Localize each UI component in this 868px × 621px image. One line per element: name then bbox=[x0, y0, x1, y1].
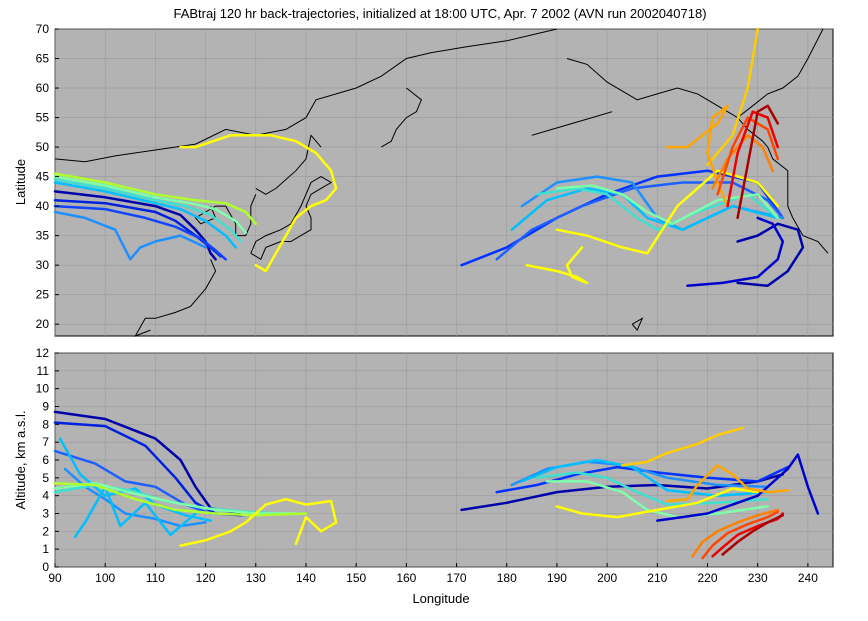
map-trajectory-line bbox=[53, 190, 217, 261]
altitude-trajectory-line bbox=[666, 464, 790, 503]
coastline-outline bbox=[54, 28, 558, 163]
altitude-y-tick-label: 9 bbox=[42, 400, 49, 414]
map-y-tick-label: 45 bbox=[36, 170, 50, 184]
map-y-tick-label: 65 bbox=[36, 52, 50, 66]
altitude-y-tick-label: 10 bbox=[36, 382, 50, 396]
map-panel: 20 25 30 35 40 45 50 55 60 65 70 Latitude bbox=[13, 22, 834, 337]
altitude-y-axis-label: Altitude, km a.s.l. bbox=[13, 411, 28, 510]
altitude-y-tick-label: 5 bbox=[42, 471, 49, 485]
map-trajectory-line bbox=[53, 178, 242, 243]
altitude-gridlines bbox=[54, 352, 833, 568]
altitude-y-tick-label: 4 bbox=[42, 489, 49, 503]
map-y-tick-label: 60 bbox=[36, 81, 50, 95]
altitude-trajectory-line bbox=[179, 497, 338, 547]
altitude-trajectory-line bbox=[620, 426, 744, 467]
altitude-y-tick-label: 1 bbox=[42, 542, 49, 556]
map-y-tick-label: 50 bbox=[36, 140, 50, 154]
map-trajectory-line bbox=[666, 104, 729, 208]
x-tick-label: 220 bbox=[698, 571, 718, 585]
altitude-y-tick-label: 11 bbox=[37, 364, 50, 378]
x-axis-label: Longitude bbox=[412, 591, 469, 606]
altitude-trajectory-line bbox=[58, 437, 212, 522]
altitude-y-tick-label: 12 bbox=[36, 346, 50, 360]
map-y-tick-label: 20 bbox=[36, 317, 50, 331]
altitude-trajectory-line bbox=[460, 473, 785, 512]
x-tick-label: 140 bbox=[296, 571, 316, 585]
coastline-outline bbox=[631, 317, 644, 332]
altitude-trajectory-line bbox=[535, 471, 769, 506]
coastline-outline bbox=[194, 194, 257, 237]
map-trajectory-line bbox=[53, 181, 237, 249]
map-y-axis-label: Latitude bbox=[13, 159, 28, 205]
x-tick-label: 130 bbox=[246, 571, 266, 585]
x-tick-label: 150 bbox=[346, 571, 366, 585]
altitude-trajectory-line bbox=[73, 485, 197, 538]
map-trajectory-line bbox=[53, 204, 227, 261]
map-y-tick-label: 55 bbox=[36, 111, 50, 125]
altitude-y-tick-label: 2 bbox=[42, 524, 49, 538]
map-trajectory-line bbox=[736, 104, 780, 220]
altitude-trajectory-line bbox=[656, 453, 820, 522]
altitude-trajectory-line bbox=[701, 510, 780, 560]
x-tick-label: 230 bbox=[748, 571, 768, 585]
map-trajectory-line bbox=[706, 27, 759, 167]
x-tick-label: 170 bbox=[447, 571, 467, 585]
map-trajectory-line bbox=[525, 246, 589, 285]
altitude-trajectory-line bbox=[53, 481, 308, 517]
altitude-y-tick-label: 7 bbox=[42, 435, 49, 449]
map-trajectory-line bbox=[736, 222, 805, 288]
coastline-outline bbox=[381, 87, 423, 148]
x-tick-label: 190 bbox=[547, 571, 567, 585]
altitude-y-tick-label: 0 bbox=[42, 560, 49, 574]
coastline-outline bbox=[134, 259, 217, 337]
map-trajectory-line bbox=[53, 172, 258, 226]
map-y-tick-label: 25 bbox=[36, 288, 50, 302]
map-trajectory-line bbox=[53, 175, 247, 234]
x-tick-label: 180 bbox=[497, 571, 517, 585]
coastline-outline bbox=[255, 134, 322, 195]
altitude-y-tick-label: 3 bbox=[42, 507, 49, 521]
altitude-trajectory-line bbox=[555, 487, 759, 519]
map-trajectory-line bbox=[686, 216, 785, 288]
coastline-outline bbox=[531, 111, 613, 136]
x-tick-label: 90 bbox=[48, 571, 62, 585]
map-y-tick-label: 40 bbox=[36, 199, 50, 213]
altitude-y-tick-label: 6 bbox=[42, 453, 49, 467]
altitude-trajectory-line bbox=[545, 480, 769, 519]
map-trajectory-line bbox=[555, 184, 780, 226]
x-tick-label: 200 bbox=[597, 571, 617, 585]
map-y-tick-label: 30 bbox=[36, 258, 50, 272]
altitude-trajectories bbox=[53, 410, 820, 560]
chart-title: FABtraj 120 hr back-trajectories, initia… bbox=[173, 6, 706, 21]
coastline-outline bbox=[737, 28, 824, 118]
map-trajectory-line bbox=[716, 116, 780, 196]
x-tick-label: 210 bbox=[647, 571, 667, 585]
altitude-y-tick-label: 8 bbox=[42, 417, 49, 431]
x-tick-label: 100 bbox=[95, 571, 115, 585]
map-trajectory-line bbox=[510, 187, 780, 231]
map-y-tick-label: 35 bbox=[36, 229, 50, 243]
x-tick-label: 240 bbox=[798, 571, 818, 585]
x-tick-labels: 90 100 110 120 130 140 150 160 170 180 190 200 210 22… bbox=[48, 563, 818, 585]
altitude-trajectory-line bbox=[691, 508, 780, 558]
x-tick-label: 160 bbox=[396, 571, 416, 585]
map-trajectory-line bbox=[179, 134, 338, 273]
map-trajectories bbox=[53, 27, 805, 288]
map-trajectory-line bbox=[726, 110, 780, 208]
altitude-trajectory-line bbox=[721, 514, 785, 556]
map-y-tick-label: 70 bbox=[36, 22, 50, 36]
map-trajectory-line bbox=[711, 134, 775, 190]
map-trajectory-line bbox=[555, 169, 780, 255]
x-tick-label: 110 bbox=[146, 571, 165, 585]
map-y-tick-labels: 20 25 30 35 40 45 50 55 60 65 70 bbox=[36, 22, 59, 331]
coastline-outline bbox=[250, 176, 333, 261]
map-trajectory-line bbox=[53, 210, 207, 261]
x-tick-label: 120 bbox=[196, 571, 216, 585]
